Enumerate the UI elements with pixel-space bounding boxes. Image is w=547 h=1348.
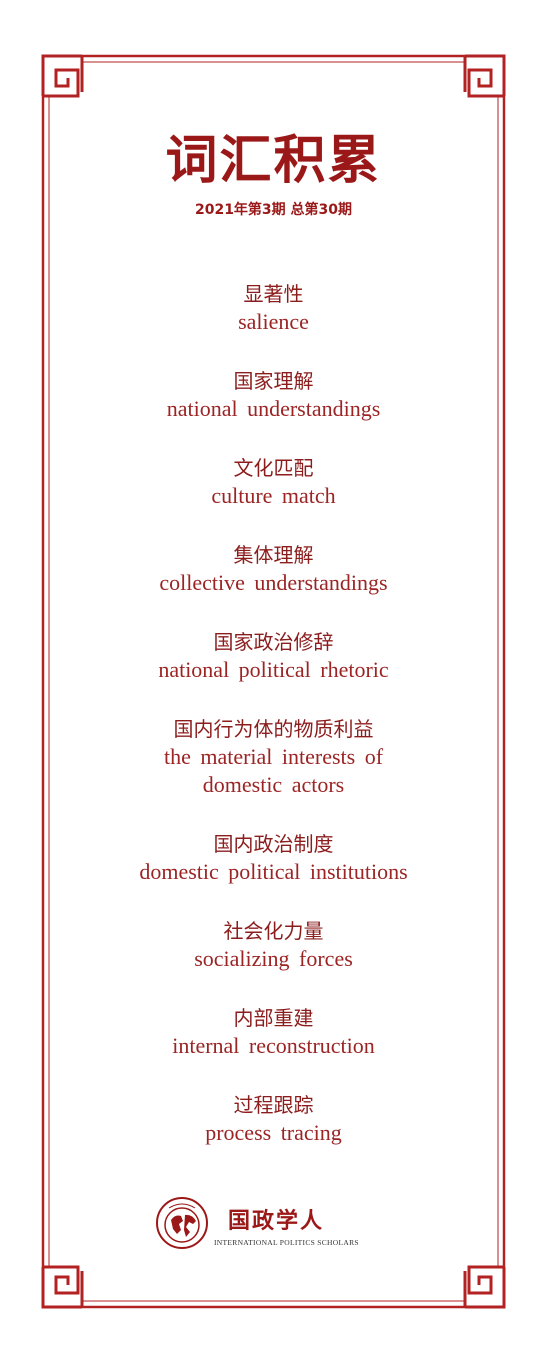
vocab-entry: 国家政治修辞 national political rhetoric — [0, 628, 547, 715]
page-title: 词汇积累 — [165, 130, 382, 191]
term-chinese: 显著性 — [243, 282, 304, 306]
globe-logo-icon — [156, 1197, 208, 1249]
term-chinese: 内部重建 — [233, 1006, 314, 1030]
vocab-entry: 集体理解 collective understandings — [0, 541, 547, 628]
vocab-entry: 内部重建 internal reconstruction — [0, 1004, 547, 1091]
vocabulary-list: 显著性 salience 国家理解 national understanding… — [0, 280, 547, 1178]
logo-name-english: INTERNATIONAL POLITICS SCHOLARS — [214, 1238, 359, 1247]
term-chinese: 过程跟踪 — [233, 1093, 314, 1117]
term-chinese: 国家理解 — [233, 369, 314, 393]
vocab-entry: 文化匹配 culture match — [0, 454, 547, 541]
term-english: process tracing — [205, 1120, 342, 1145]
term-english: salience — [238, 309, 309, 334]
term-english: socializing forces — [194, 946, 353, 971]
term-english-continued: domestic actors — [202, 772, 345, 797]
term-english: national political rhetoric — [158, 657, 389, 682]
term-english: the material interests of — [163, 744, 384, 769]
term-chinese: 国内政治制度 — [213, 832, 334, 856]
term-english: internal reconstruction — [172, 1033, 375, 1058]
term-chinese: 社会化力量 — [223, 919, 324, 943]
term-english: national understandings — [166, 396, 381, 421]
vocab-entry: 社会化力量 socializing forces — [0, 917, 547, 1004]
vocab-entry: 过程跟踪 process tracing — [0, 1091, 547, 1178]
vocab-entry: 国内行为体的物质利益 the material interests of dom… — [0, 715, 547, 830]
term-english: culture match — [211, 483, 336, 508]
vocab-entry: 国家理解 national understandings — [0, 367, 547, 454]
term-chinese: 集体理解 — [233, 543, 314, 567]
term-chinese: 文化匹配 — [233, 456, 314, 480]
term-english: collective understandings — [159, 570, 388, 595]
term-english: domestic political institutions — [139, 859, 408, 884]
term-chinese: 国家政治修辞 — [213, 630, 334, 654]
issue-number: 2021年第3期 总第30期 — [194, 202, 353, 218]
vocab-entry: 显著性 salience — [0, 280, 547, 367]
term-chinese: 国内行为体的物质利益 — [173, 717, 374, 741]
vocab-entry: 国内政治制度 domestic political institutions — [0, 830, 547, 917]
logo-name-chinese: 国政学人 — [228, 1208, 325, 1234]
